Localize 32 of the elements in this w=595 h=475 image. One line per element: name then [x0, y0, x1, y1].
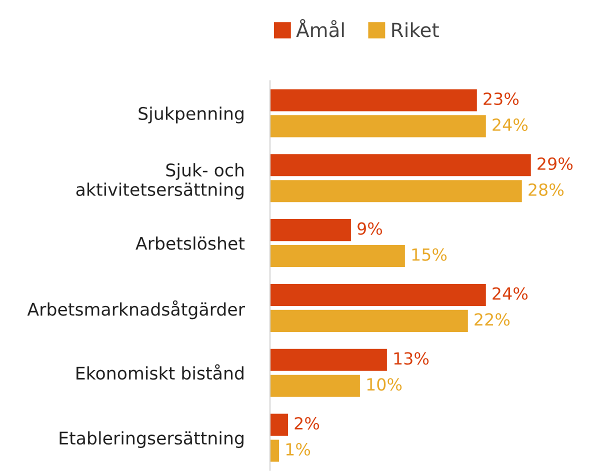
bar: [270, 440, 279, 462]
bar: [270, 154, 531, 176]
y-tick-label: Etableringsersättning: [60, 431, 244, 448]
data-label: 23%: [484, 92, 519, 106]
data-label: 24%: [492, 118, 528, 132]
bar: [270, 244, 405, 268]
bar: [270, 219, 351, 242]
data-label: 1%: [286, 443, 310, 456]
y-tick-label: Arbetslöshet: [136, 236, 245, 250]
bar: [270, 115, 486, 138]
data-label: 28%: [528, 183, 564, 196]
data-label: 2%: [294, 417, 320, 430]
bar: [270, 414, 288, 436]
data-label: 24%: [492, 287, 528, 300]
data-label: 29%: [538, 157, 573, 170]
y-tick-label: Arbetsmarknadsåtgärder: [27, 300, 245, 320]
data-label: 13%: [394, 352, 429, 365]
bar: [270, 310, 468, 332]
y-tick-label: Ekonomiskt bistånd: [76, 364, 244, 380]
legend-label: Riket: [392, 22, 439, 38]
data-label: 15%: [412, 248, 447, 261]
y-tick-label: Sjukpenning: [138, 106, 244, 124]
bar: [270, 89, 477, 112]
data-label: 9%: [358, 222, 382, 235]
data-label: 22%: [474, 313, 510, 326]
data-label: 10%: [367, 378, 402, 391]
bar: [270, 180, 522, 202]
bar: [270, 348, 387, 371]
y-tick-label: Sjuk- och aktivitetsersättning: [76, 163, 244, 200]
bar: [270, 374, 360, 397]
bar: [270, 284, 486, 306]
legend-label: Åmål: [296, 18, 344, 38]
